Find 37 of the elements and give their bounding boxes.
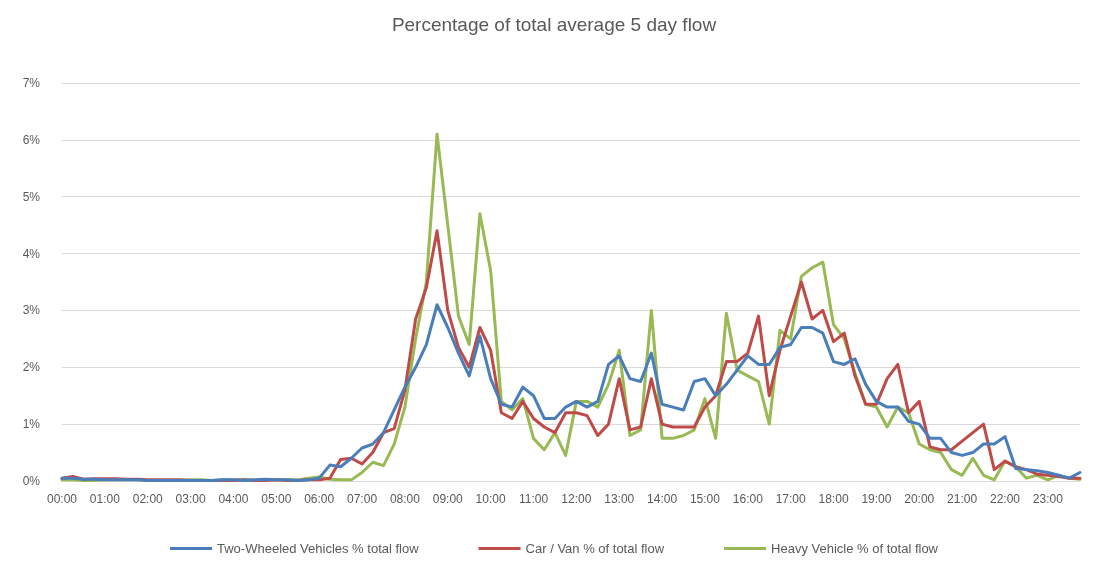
x-tick-label: 22:00 bbox=[989, 492, 1021, 506]
x-tick-label: 01:00 bbox=[89, 492, 121, 506]
x-tick-label: 11:00 bbox=[518, 492, 549, 506]
x-tick-label: 10:00 bbox=[475, 492, 506, 506]
x-tick-label: 12:00 bbox=[561, 492, 592, 506]
x-tick-label: 08:00 bbox=[389, 492, 421, 506]
line-series bbox=[60, 303, 1082, 482]
x-tick-label: 21:00 bbox=[947, 492, 978, 506]
x-tick-label: 19:00 bbox=[861, 492, 892, 506]
x-tick-label: 02:00 bbox=[132, 492, 164, 506]
x-tick-label: 00:00 bbox=[46, 492, 78, 506]
x-tick-label: 18:00 bbox=[818, 492, 849, 506]
legend-label: Heavy Vehicle % of total flow bbox=[771, 541, 939, 556]
y-tick-label: 1% bbox=[22, 417, 41, 432]
y-tick-label: 0% bbox=[22, 474, 41, 488]
y-tick-label: 7% bbox=[22, 76, 41, 90]
y-tick-label: 4% bbox=[22, 246, 41, 261]
y-tick-label: 5% bbox=[22, 189, 41, 204]
x-tick-label: 14:00 bbox=[647, 492, 678, 506]
x-tick-label: 13:00 bbox=[604, 492, 635, 506]
x-tick-label: 20:00 bbox=[904, 492, 935, 506]
legend-label: Car / Van % of total flow bbox=[525, 541, 665, 556]
x-tick-label: 23:00 bbox=[1032, 492, 1064, 506]
x-tick-label: 05:00 bbox=[261, 492, 292, 506]
x-tick-label: 09:00 bbox=[432, 492, 464, 506]
x-tick-label: 15:00 bbox=[689, 492, 721, 506]
y-tick-label: 3% bbox=[22, 303, 41, 318]
x-tick-label: 03:00 bbox=[175, 492, 206, 506]
y-tick-label: 2% bbox=[22, 360, 41, 375]
x-tick-label: 07:00 bbox=[347, 492, 378, 506]
legend-label: Two-Wheeled Vehicles % total flow bbox=[217, 541, 420, 556]
y-tick-label: 6% bbox=[22, 132, 41, 147]
x-tick-label: 04:00 bbox=[218, 492, 249, 506]
x-tick-label: 06:00 bbox=[304, 492, 335, 506]
chart-title: Percentage of total average 5 day flow bbox=[391, 14, 717, 35]
x-tick-label: 16:00 bbox=[732, 492, 764, 506]
x-tick-label: 17:00 bbox=[775, 492, 807, 506]
